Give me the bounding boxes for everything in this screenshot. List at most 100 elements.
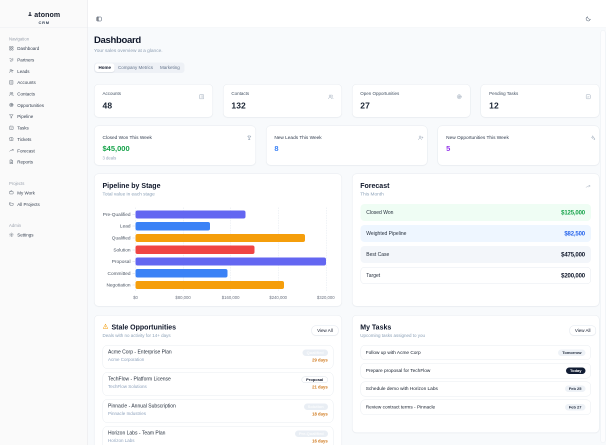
scrollbar[interactable] xyxy=(600,30,606,443)
sidebar-toggle-button[interactable] xyxy=(96,15,103,24)
task-item[interactable]: Prepare proposal for TechFlow Today xyxy=(360,363,591,379)
trending-up-icon xyxy=(9,146,14,155)
tab-home[interactable]: Home xyxy=(95,63,115,72)
sidebar-item-label: Dashboard xyxy=(17,46,40,52)
chart-category-label: Lead xyxy=(119,223,131,229)
building-icon xyxy=(199,93,205,102)
nav-section-admin: Admin Settings xyxy=(0,210,88,241)
tab-marketing[interactable]: Marketing xyxy=(160,65,180,70)
stale-view-all-button[interactable]: View All xyxy=(311,325,339,336)
opportunity-title: Acme Corp - Enterprise Plan xyxy=(108,349,172,356)
stale-subtitle: Deals with no activity for 14+ days xyxy=(102,333,171,338)
sidebar-item-dashboard[interactable]: Dashboard xyxy=(5,43,83,54)
building-icon xyxy=(9,78,14,87)
sidebar-item-reports[interactable]: Reports xyxy=(5,156,83,167)
chart-bar-row: Negotiation xyxy=(106,280,326,290)
check-square-icon xyxy=(585,93,592,102)
kpi-value: 132 xyxy=(231,101,246,111)
dark-mode-toggle-button[interactable] xyxy=(585,16,592,24)
forecast-panel: Forecast This Month Closed Won $125,000 W… xyxy=(351,173,600,307)
sidebar-item-tasks[interactable]: Tasks xyxy=(5,122,83,133)
chart-category-label: Negotiation xyxy=(106,282,131,288)
chart-bar xyxy=(135,233,305,243)
stat-note: 3 deals xyxy=(102,155,117,161)
logo: atonom CRM xyxy=(0,0,88,28)
nav-section-label: Admin xyxy=(9,222,22,228)
chart-bar xyxy=(135,269,228,278)
stat-value: 8 xyxy=(274,144,279,154)
topbar xyxy=(88,0,606,28)
sidebar-item-pipeline[interactable]: Pipeline xyxy=(5,111,83,122)
sparkles-icon xyxy=(590,134,596,143)
opportunity-info: Acme Corp - Enterprise Plan Acme Corpora… xyxy=(108,350,172,369)
chart-bar-row: Proposal xyxy=(112,257,326,266)
task-item[interactable]: Follow up with Acme Corp Tomorrow xyxy=(360,345,591,361)
main-content: Dashboard Your sales overview at a glanc… xyxy=(88,28,602,445)
kpi-row: Accounts 48 Contacts 132 Open Opportunit… xyxy=(94,84,600,118)
user-plus-icon xyxy=(9,67,14,76)
sidebar-item-forecast[interactable]: Forecast xyxy=(5,145,83,156)
opportunity-company: TechFlow Solutions xyxy=(108,384,147,389)
sidebar-item-settings[interactable]: Settings xyxy=(5,229,83,240)
kpi-card-contacts: Contacts 132 xyxy=(222,84,342,118)
stale-opportunity-item[interactable]: TechFlow - Platform License TechFlow Sol… xyxy=(102,372,334,396)
task-due-badge: Tomorrow xyxy=(558,349,586,356)
stale-panel: Stale Opportunities Deals with no activi… xyxy=(94,315,342,445)
chart-gridline xyxy=(278,207,279,291)
sidebar-item-all-projects[interactable]: All Projects xyxy=(5,199,83,210)
chart-y-tick xyxy=(132,214,135,215)
sidebar-item-my-work[interactable]: My Work xyxy=(5,187,83,198)
task-item[interactable]: Review contract terms - Pinnacle Feb 27 xyxy=(360,399,591,415)
stat-value: 5 xyxy=(446,144,451,154)
stage-badge: Qualified xyxy=(302,349,328,356)
chart-bar-row: Solution xyxy=(113,245,326,254)
sidebar-item-accounts[interactable]: Accounts xyxy=(5,77,83,88)
opportunity-info: Horizon Labs - Team Plan Horizon Labs xyxy=(108,431,165,445)
tasks-panel: My Tasks Upcoming tasks assigned to you … xyxy=(351,315,600,433)
stale-opportunity-item[interactable]: Horizon Labs - Team Plan Horizon Labs Pr… xyxy=(102,426,334,445)
stat-value: $45,000 xyxy=(102,144,130,154)
sidebar-item-opportunities[interactable]: Opportunities xyxy=(5,100,83,111)
tab-company-metrics[interactable]: Company Metrics xyxy=(118,65,154,70)
chart-category-label: Qualified xyxy=(111,235,131,241)
pipeline-title: Pipeline by Stage xyxy=(102,181,161,190)
sidebar-item-label: Opportunities xyxy=(17,102,45,108)
stat-label: New Leads This Week xyxy=(274,135,322,141)
sidebar-item-tickets[interactable]: Tickets xyxy=(5,134,83,145)
stat-card-new-opportunities-this-week: New Opportunities This Week 5 xyxy=(437,125,600,166)
user-plus-icon xyxy=(418,134,424,143)
stale-panel-header: Stale Opportunities Deals with no activi… xyxy=(102,323,339,338)
forecast-row-value: $82,500 xyxy=(564,230,585,237)
nav-section-projects: Projects My Work All Projects xyxy=(0,168,88,210)
sidebar-item-partners[interactable]: Partners xyxy=(5,54,83,65)
chart-y-tick xyxy=(132,225,135,227)
alert-triangle-icon xyxy=(102,323,109,331)
tasks-title: My Tasks xyxy=(360,323,392,331)
days-inactive: 18 days xyxy=(312,411,328,417)
nav-section-label: Projects xyxy=(9,180,25,186)
sidebar: atonom CRM Navigation Dashboard Partners Le… xyxy=(0,0,88,445)
ticket-icon xyxy=(9,135,14,144)
panel-left-icon xyxy=(96,15,102,24)
chart-bar-row: Pre-Qualified xyxy=(103,210,326,219)
icon-glyph xyxy=(585,183,591,192)
pipeline-subtitle: Total value in each stage xyxy=(102,191,155,198)
sidebar-item-label: Forecast xyxy=(17,148,35,154)
opportunity-title: Horizon Labs - Team Plan xyxy=(108,430,166,437)
tasks-view-all-button[interactable]: View All xyxy=(569,325,596,336)
sidebar-item-label: Reports xyxy=(17,159,34,165)
chart-x-tick-label: $160,000 xyxy=(221,295,240,300)
sidebar-item-contacts[interactable]: Contacts xyxy=(5,88,83,99)
stale-opportunity-item[interactable]: Acme Corp - Enterprise Plan Acme Corpora… xyxy=(102,345,334,369)
forecast-row-label: Best Case xyxy=(366,251,390,258)
chart-bar xyxy=(135,245,255,254)
stale-opportunity-item[interactable]: Pinnacle - Annual Subscription Pinnacle … xyxy=(102,399,334,423)
forecast-row-label: Weighted Pipeline xyxy=(366,230,407,237)
sidebar-item-leads[interactable]: Leads xyxy=(5,66,83,77)
forecast-title: Forecast xyxy=(360,181,390,190)
chart-category-label: Pre-Qualified xyxy=(102,211,131,218)
handshake-icon xyxy=(9,56,14,65)
chart-x-tick-label: $80,000 xyxy=(175,295,191,300)
task-item[interactable]: Schedule demo with Horizon Labs Feb 25 xyxy=(360,381,591,397)
logo-mark-icon xyxy=(27,10,32,19)
